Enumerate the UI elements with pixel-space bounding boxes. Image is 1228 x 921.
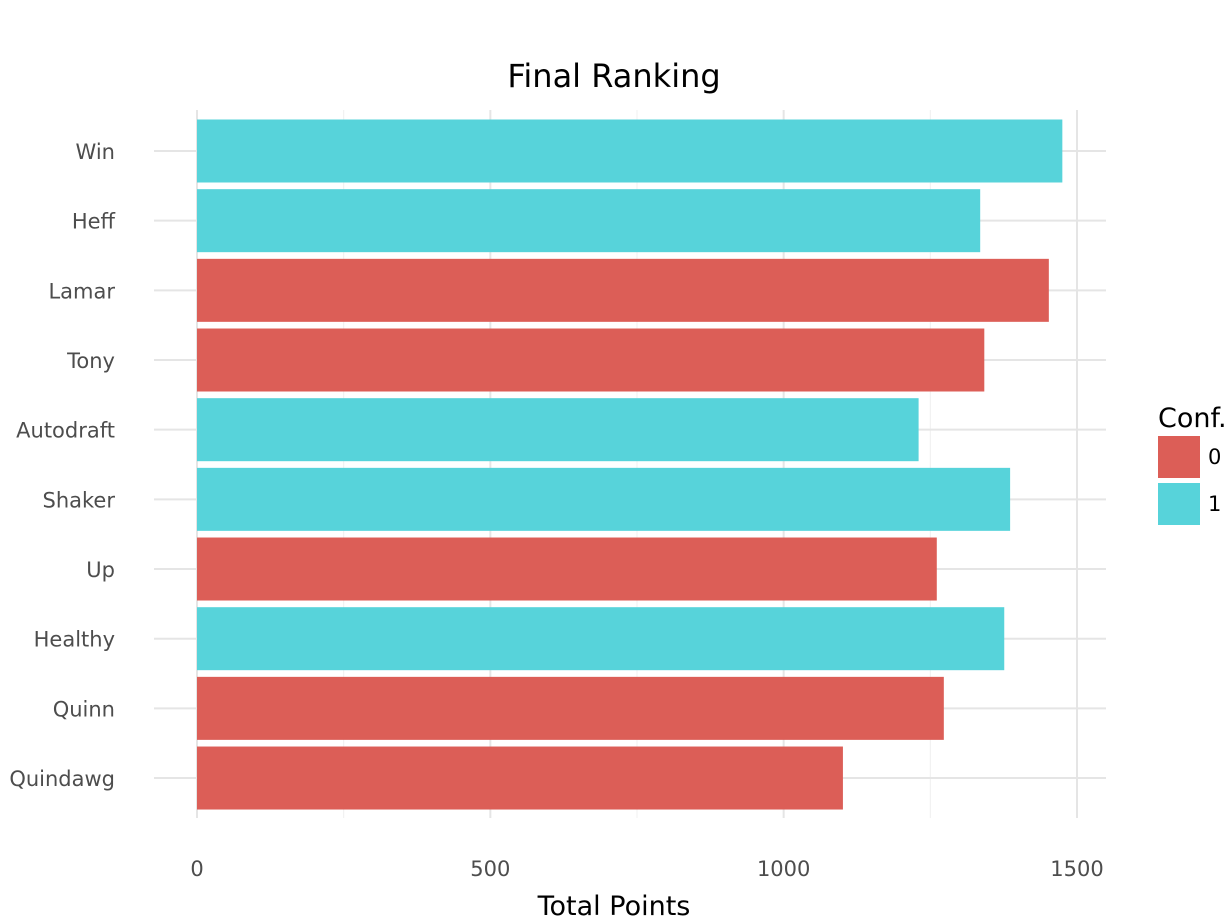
bar-heff: [197, 189, 981, 253]
legend-label-0: 0: [1208, 445, 1221, 469]
legend-key-0: [1158, 436, 1200, 478]
bar-up: [197, 537, 937, 601]
y-tick-label: Up: [86, 558, 115, 582]
y-tick-label: Lamar: [48, 279, 115, 303]
y-tick-label: Shaker: [43, 488, 116, 512]
legend-key-1: [1158, 483, 1200, 525]
y-axis-tick-labels: Win Heff Lamar Tony Autodraft Shaker Up Healthy…: [9, 140, 115, 791]
x-tick-label: 500: [470, 857, 510, 881]
bars: [197, 119, 1063, 810]
y-tick-label: Heff: [72, 210, 116, 234]
bar-tony: [197, 328, 985, 392]
bar-win: [197, 119, 1063, 183]
y-tick-label: Quindawg: [9, 767, 115, 791]
y-tick-label: Quinn: [53, 697, 115, 721]
legend-label-1: 1: [1208, 492, 1221, 516]
bar-healthy: [197, 607, 1005, 671]
y-tick-label: Tony: [66, 349, 115, 373]
bar-quinn: [197, 676, 944, 740]
bar-shaker: [197, 467, 1011, 531]
legend-title: Conf.: [1158, 403, 1227, 434]
y-tick-label: Win: [76, 140, 115, 164]
x-tick-label: 0: [190, 857, 203, 881]
x-axis-title: Total Points: [537, 891, 691, 921]
legend: Conf. 0 1: [1158, 403, 1227, 525]
x-axis-tick-labels: 0 500 1000 1500: [190, 857, 1103, 881]
x-tick-label: 1500: [1050, 857, 1103, 881]
chart-title: Final Ranking: [507, 57, 720, 95]
y-tick-label: Autodraft: [16, 419, 115, 443]
bar-autodraft: [197, 398, 919, 462]
bar-lamar: [197, 258, 1049, 322]
bar-quindawg: [197, 746, 843, 810]
x-tick-label: 1000: [757, 857, 810, 881]
y-tick-label: Healthy: [34, 628, 115, 652]
